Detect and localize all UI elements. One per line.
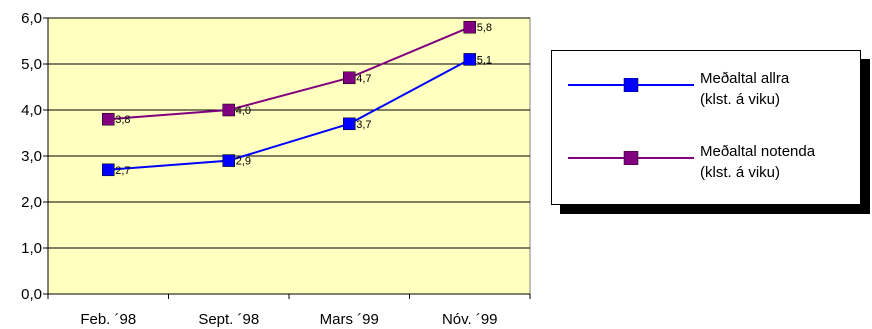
- gridlines: [48, 17, 530, 249]
- legend-label-series-1: Meðaltal allra (klst. á viku): [700, 70, 790, 108]
- legend-label-series-2: Meðaltal notenda (klst. á viku): [700, 143, 816, 181]
- x-tick-label: Sept. ´98: [198, 311, 259, 328]
- y-tick-label: 1,0: [21, 240, 42, 257]
- data-point: [463, 20, 476, 34]
- y-tick-label: 2,0: [21, 194, 42, 211]
- data-label: 4,0: [236, 105, 251, 117]
- series-1: 2,7 2,9 3,7 5,1: [102, 53, 492, 177]
- x-tick-label: Mars ´99: [320, 311, 379, 328]
- data-label: 3,8: [115, 114, 130, 126]
- y-tick-label: 0,0: [21, 286, 42, 303]
- data-point: [222, 154, 235, 167]
- legend: Meðaltal allra (klst. á viku) Meðaltal n…: [551, 50, 861, 205]
- data-label: 4,7: [356, 73, 371, 85]
- data-point: [343, 71, 356, 85]
- data-point: [463, 53, 476, 66]
- series-group: 2,7 2,9 3,7 5,1 3,8 4,0 4,7 5,8: [102, 20, 492, 177]
- x-tick-label: Nóv. ´99: [442, 311, 498, 328]
- data-label: 3,7: [356, 119, 371, 131]
- data-point: [343, 117, 356, 131]
- series-2: 3,8 4,0 4,7 5,8: [102, 20, 492, 126]
- x-axis-tick-labels: Feb. ´98 Sept. ´98 Mars ´99 Nóv. ´99: [80, 311, 497, 328]
- data-label: 5,8: [477, 22, 492, 34]
- x-tick-label: Feb. ´98: [80, 311, 136, 328]
- series-line: [108, 26, 471, 121]
- data-label: 2,7: [115, 165, 130, 177]
- legend-swatch-series-1: [568, 78, 694, 92]
- y-tick-label: 6,0: [21, 10, 42, 27]
- y-tick-label: 5,0: [21, 56, 42, 73]
- legend-swatch-series-2: [568, 151, 694, 165]
- y-tick-label: 3,0: [21, 148, 42, 165]
- legend-item-series-2: Meðaltal notenda (klst. á viku): [552, 141, 860, 191]
- y-axis-tick-labels: 0,0 1,0 2,0 3,0 4,0 5,0 6,0: [21, 10, 42, 303]
- y-tick-label: 4,0: [21, 102, 42, 119]
- data-point: [102, 112, 115, 126]
- data-label: 2,9: [236, 156, 251, 168]
- axes: [43, 17, 531, 299]
- data-point: [222, 103, 235, 117]
- legend-item-series-1: Meðaltal allra (klst. á viku): [552, 68, 860, 118]
- series-line: [108, 58, 471, 171]
- data-point: [102, 163, 115, 177]
- data-label: 5,1: [477, 54, 492, 66]
